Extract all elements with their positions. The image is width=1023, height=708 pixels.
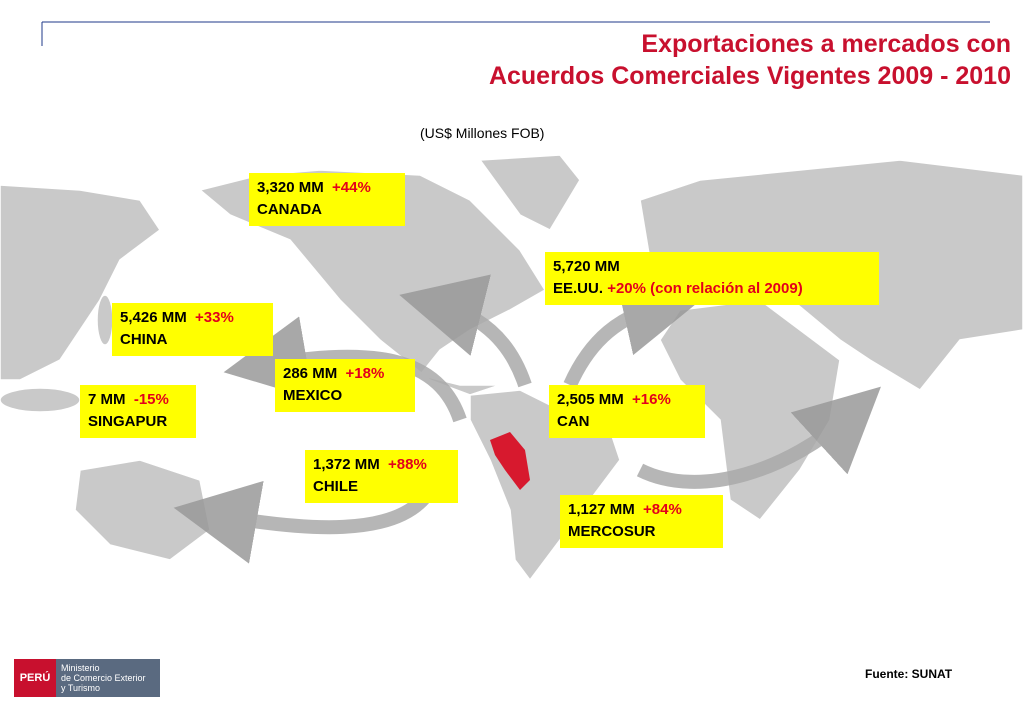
logo: PERÚ Ministerio de Comercio Exterior y T… xyxy=(14,659,160,697)
market-name: CHINA xyxy=(120,331,168,348)
box-line: CANADA xyxy=(257,199,397,221)
market-box: 286 MM +18% MEXICO xyxy=(275,359,415,412)
growth-rate: +44% xyxy=(332,179,371,196)
logo-text: Ministerio de Comercio Exterior y Turism… xyxy=(56,663,146,693)
box-line: CHINA xyxy=(120,329,265,351)
box-line: MERCOSUR xyxy=(568,521,715,543)
market-box: 1,127 MM +84% MERCOSUR xyxy=(560,495,723,548)
market-box: 1,372 MM +88% CHILE xyxy=(305,450,458,503)
subtitle: (US$ Millones FOB) xyxy=(420,125,545,141)
market-box: 5,426 MM +33% CHINA xyxy=(112,303,273,356)
box-line: 7 MM -15% xyxy=(88,389,188,411)
peru xyxy=(490,432,530,490)
growth-rate: +88% xyxy=(388,456,427,473)
box-line: 2,505 MM +16% xyxy=(557,389,697,411)
export-value: 2,505 MM xyxy=(557,391,624,408)
box-line: 1,372 MM +88% xyxy=(313,454,450,476)
logo-line: Ministerio xyxy=(61,663,100,673)
growth-rate: +18% xyxy=(345,365,385,382)
logo-line: de Comercio Exterior xyxy=(61,673,146,683)
growth-rate: +20% (con relación al 2009) xyxy=(607,280,803,297)
growth-rate: +33% xyxy=(195,309,234,326)
box-line: MEXICO xyxy=(283,385,407,407)
logo-country: PERÚ xyxy=(14,659,56,697)
export-value: 5,426 MM xyxy=(120,309,187,326)
market-name: EE.UU. xyxy=(553,280,604,297)
market-name: SINGAPUR xyxy=(88,413,168,430)
market-box: 5,720 MM EE.UU. +20% (con relación al 20… xyxy=(545,252,879,305)
box-line: 5,720 MM xyxy=(553,256,871,278)
growth-rate: +84% xyxy=(643,501,682,518)
title: Exportaciones a mercados con xyxy=(641,30,1011,58)
title: Acuerdos Comerciales Vigentes 2009 - 201… xyxy=(488,62,1011,90)
export-value: 1,372 MM xyxy=(313,456,380,473)
box-line: SINGAPUR xyxy=(88,411,188,433)
market-name: MEXICO xyxy=(283,387,343,404)
box-line: 1,127 MM +84% xyxy=(568,499,715,521)
box-line: CHILE xyxy=(313,476,450,498)
box-line: 286 MM +18% xyxy=(283,363,407,385)
box-line: 5,426 MM +33% xyxy=(120,307,265,329)
box-line: CAN xyxy=(557,411,697,433)
export-value: 1,127 MM xyxy=(568,501,635,518)
market-name: CANADA xyxy=(257,201,322,218)
logo-line: y Turismo xyxy=(61,683,101,693)
box-line: EE.UU. +20% (con relación al 2009) xyxy=(553,278,871,300)
growth-rate: +16% xyxy=(632,391,671,408)
market-box: 2,505 MM +16% CAN xyxy=(549,385,705,438)
export-value: 3,320 MM xyxy=(257,179,324,196)
growth-rate: -15% xyxy=(133,391,169,408)
export-value: 7 MM xyxy=(88,391,126,408)
export-value: 286 MM xyxy=(283,365,338,382)
market-name: CAN xyxy=(557,413,590,430)
market-box: 3,320 MM +44% CANADA xyxy=(249,173,405,226)
box-line: 3,320 MM +44% xyxy=(257,177,397,199)
market-box: 7 MM -15% SINGAPUR xyxy=(80,385,196,438)
market-name: MERCOSUR xyxy=(568,523,656,540)
export-value: 5,720 MM xyxy=(553,258,620,275)
market-name: CHILE xyxy=(313,478,358,495)
source: Fuente: SUNAT xyxy=(865,667,953,681)
